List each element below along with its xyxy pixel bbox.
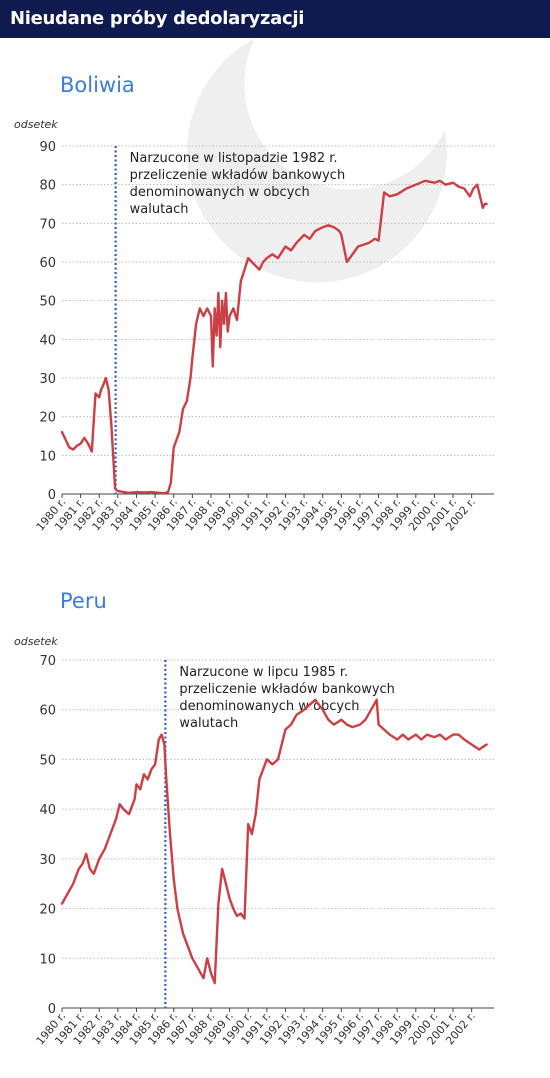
bolivia-y-tick-label: 10 [39, 449, 56, 464]
peru-y-tick-label: 40 [39, 803, 56, 818]
bolivia-event-annotation: denominowanych w obcych [130, 185, 310, 200]
peru-event-annotation: Narzucone w lipcu 1985 r. [179, 665, 348, 680]
bolivia-event-annotation: walutach [130, 202, 189, 217]
page-title: Nieudane próby dedolaryzacji [10, 8, 305, 29]
peru-y-axis-label: odsetek [14, 635, 58, 648]
peru-series-line [60, 698, 488, 985]
peru-y-tick-label: 20 [39, 903, 56, 918]
bolivia-y-tick-label: 30 [39, 372, 56, 387]
peru-y-tick-label: 0 [48, 1002, 56, 1017]
bolivia-y-tick-label: 60 [39, 256, 56, 271]
bolivia-series-line [60, 179, 488, 495]
bolivia-event-annotation: przeliczenie wkładów bankowych [130, 168, 346, 183]
peru-y-tick-label: 70 [39, 654, 56, 669]
bolivia-y-tick-label: 80 [39, 179, 56, 194]
peru-event-annotation: walutach [179, 716, 238, 731]
peru-event-annotation: denominowanych w obcych [179, 699, 359, 714]
peru-y-tick-label: 50 [39, 753, 56, 768]
bolivia-event-annotation: Narzucone w listopadzie 1982 r. [130, 151, 338, 166]
peru-event-annotation: przeliczenie wkładów bankowych [179, 682, 395, 697]
bolivia-y-tick-label: 0 [48, 488, 56, 503]
bolivia-y-axis-label: odsetek [14, 118, 58, 131]
peru-chart-title: Peru [60, 589, 107, 613]
peru-y-tick-label: 30 [39, 853, 56, 868]
bolivia-y-tick-label: 50 [39, 295, 56, 310]
bolivia-y-tick-label: 20 [39, 411, 56, 426]
peru-y-tick-label: 60 [39, 704, 56, 719]
bolivia-chart-title: Boliwia [60, 73, 135, 97]
bolivia-y-tick-label: 40 [39, 333, 56, 348]
bolivia-y-tick-label: 70 [39, 217, 56, 232]
bolivia-y-tick-label: 90 [39, 140, 56, 155]
header-bar: Nieudane próby dedolaryzacji [0, 0, 550, 38]
peru-y-tick-label: 10 [39, 952, 56, 967]
